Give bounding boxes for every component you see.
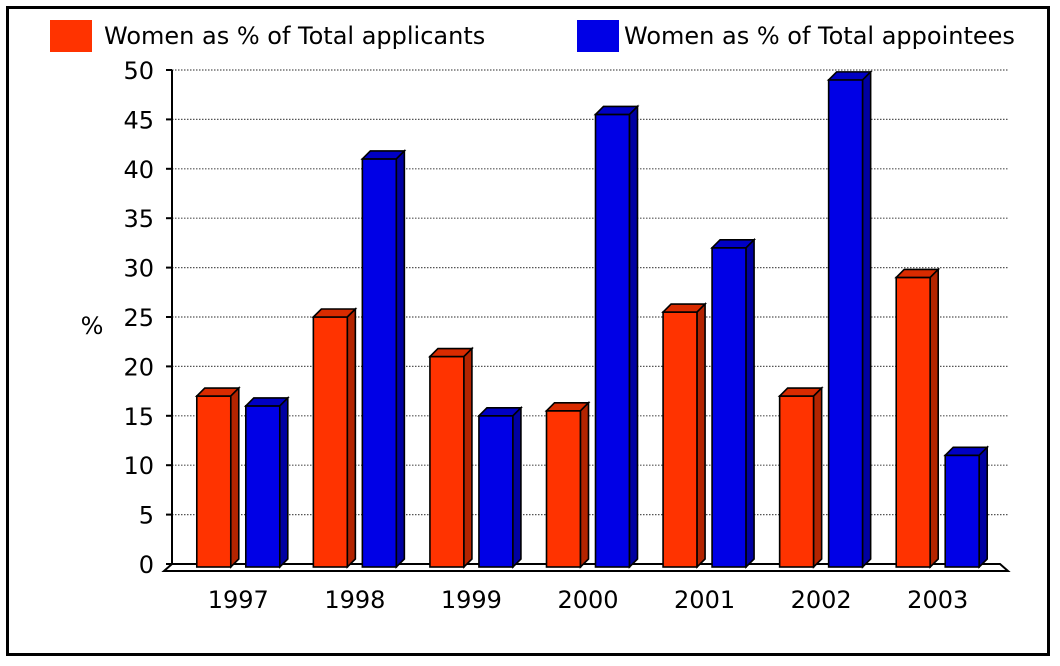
y-tick-label: 40 [123,156,154,184]
bar [894,267,941,569]
y-tick-label: 25 [123,304,154,332]
x-tick-label: 2003 [907,586,968,614]
legend-swatch [50,20,92,52]
bar-front [778,395,815,568]
bar-side [745,237,755,569]
x-tick-label: 2000 [557,586,618,614]
bar [661,302,708,569]
bar-side [395,148,406,569]
x-axis-floor [161,563,1011,572]
bar-front [195,395,232,568]
bar [544,400,591,569]
bar [476,405,523,569]
bar-side [978,445,989,569]
y-tick-label: 35 [123,205,154,233]
bar [826,69,873,569]
bar-side [512,405,522,569]
bar-side [696,302,706,569]
y-tick-label: 50 [123,57,154,85]
x-tick-label: 1998 [324,586,385,614]
x-tick-label: 2002 [791,586,852,614]
bars [194,69,990,569]
bar [427,346,474,569]
bar-side [628,104,639,569]
bar-side [278,395,289,569]
legend-swatch [577,20,619,52]
legend: Women as % of Total applicants Women as %… [50,20,1015,52]
bar-front [895,276,932,568]
y-tick-labels: 0 5 10 15 20 25 30 35 40 45 50 [123,57,154,579]
x-tick-label: 1997 [208,586,269,614]
bar [777,386,824,569]
bar-front [944,454,981,568]
bar-front [429,355,465,568]
gridlines [172,69,1008,516]
bar-front [711,247,747,568]
bar-side [579,400,590,569]
bar [593,104,640,569]
bar-front [478,414,514,568]
bar-side [463,346,473,569]
bar-front [244,405,281,568]
bar-front [545,410,582,568]
bar-front [312,316,349,568]
y-tick-label: 5 [139,502,154,530]
y-tick-label: 15 [123,403,154,431]
bar-side [346,307,357,569]
bar-side [929,267,940,569]
legend-label: Women as % of Total appointees [624,22,1015,50]
y-tick-label: 30 [123,255,154,283]
x-tick-label: 2001 [674,586,735,614]
bar-side [229,386,240,569]
x-tick-label: 1999 [441,586,502,614]
bar [943,445,990,569]
y-tick-label: 0 [139,551,154,579]
y-tick-label: 45 [123,106,154,134]
bar-side [861,69,872,569]
y-axis-label: % [81,312,104,340]
bar-side [812,386,823,569]
bar-front [662,311,698,568]
bar [194,386,241,569]
x-tick-labels: 1997 1998 1999 2000 2001 2002 2003 [208,586,969,614]
y-tick-label: 20 [123,353,154,381]
chart-frame [6,6,1050,656]
legend-label: Women as % of Total applicants [104,22,485,50]
bar-front [361,158,398,568]
bar-front [827,79,864,568]
bar [710,237,757,569]
bar [360,148,407,569]
y-tick-label: 10 [123,452,154,480]
bar [311,307,358,569]
bar-front [594,113,631,568]
bar [243,395,290,569]
